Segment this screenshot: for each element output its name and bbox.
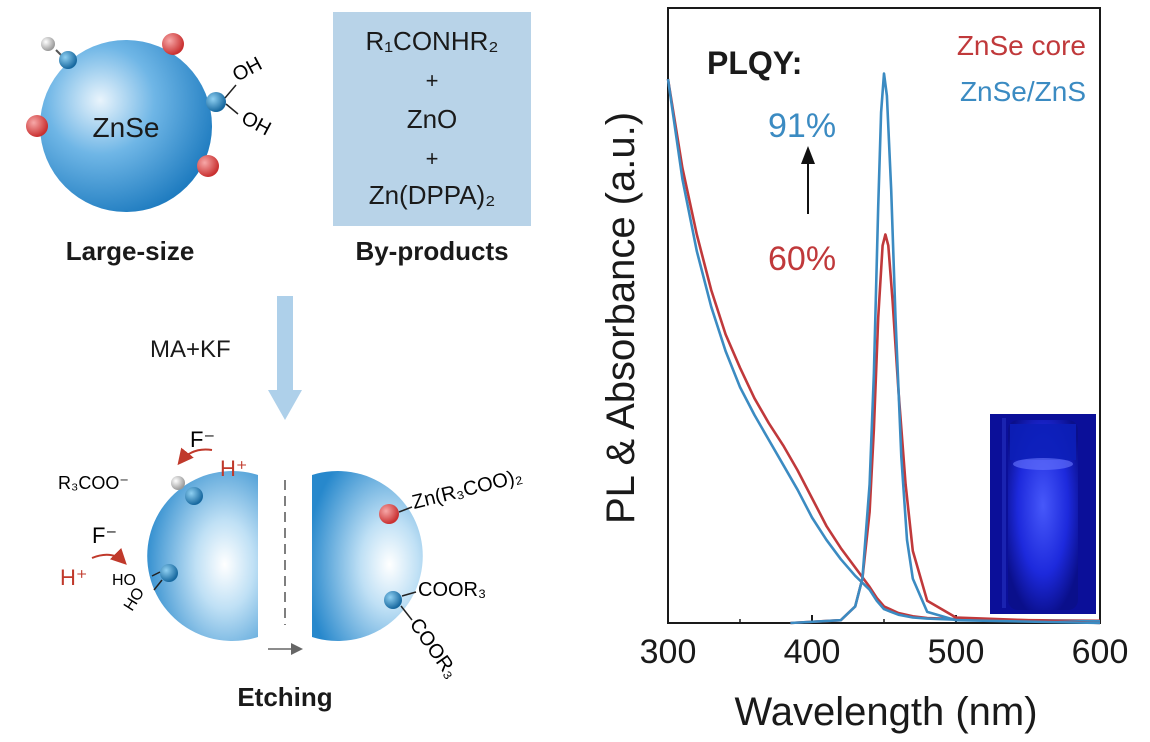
fluoride-label: F⁻ [190, 427, 215, 452]
series-line-shell-absorbance [666, 78, 1101, 623]
plqy-shell-value: 91% [768, 107, 836, 145]
etched-sphere-right [312, 471, 423, 641]
proton-transfer-arrow [177, 447, 213, 466]
ho-label: HO [112, 572, 136, 589]
fluoride-label: F⁻ [92, 523, 117, 548]
znse-label: ZnSe [93, 112, 160, 143]
blue-ligand [59, 51, 77, 69]
coor3-label: COOR₃ [405, 614, 462, 682]
proton-label: H⁺ [220, 456, 248, 481]
red-ligand [26, 115, 48, 137]
blue-ligand [185, 487, 203, 505]
spectra-chart: 300 400 500 600 PLQY: ZnSe core ZnSe/ZnS 91… [590, 0, 1150, 737]
large-size-label: Large-size [65, 236, 195, 266]
byproducts-label: By-products [355, 236, 509, 266]
red-ligand [379, 504, 399, 524]
legend-core: ZnSe core [957, 30, 1086, 61]
byproducts-box: R₁CONHR₂ + ZnO + Zn(DPPA)₂ [333, 12, 531, 226]
plus-sign: + [425, 68, 439, 93]
series-lines [666, 72, 1101, 625]
etched-sphere-left [147, 471, 258, 641]
reagent-label: MA+KF [150, 336, 231, 363]
oh-label: OH [229, 53, 266, 87]
grey-ligand [41, 37, 55, 51]
x-axis-label: Wavelength (nm) [734, 690, 1037, 734]
process-arrow [268, 296, 302, 420]
byproduct-amide: R₁CONHR₂ [365, 26, 499, 56]
plus-sign: + [425, 146, 439, 171]
carboxylate-anion-label: R₃COO⁻ [58, 473, 129, 493]
synthesis-scheme: ZnSe OH OH F⁻ H⁺ [26, 12, 531, 712]
scheme-graphics: ZnSe OH OH F⁻ H⁺ [26, 33, 525, 683]
legend-shell: ZnSe/ZnS [960, 76, 1086, 107]
x-tick-label: 300 [640, 633, 697, 671]
byproduct-zn-dppa: Zn(DPPA)₂ [368, 180, 496, 210]
plqy-title: PLQY: [707, 45, 802, 81]
blue-ligand [160, 564, 178, 582]
ho-label: HO [121, 585, 148, 614]
oh-label: OH [238, 107, 275, 141]
y-axis-label: PL & Absorbance (a.u.) [599, 112, 643, 524]
x-axis: 300 400 500 600 [640, 615, 1129, 671]
x-tick-label: 600 [1072, 633, 1129, 671]
etching-label: Etching [237, 682, 333, 712]
znse-sphere [40, 40, 212, 212]
blue-ligand [384, 591, 402, 609]
proton-label: H⁺ [60, 565, 88, 590]
byproduct-zno: ZnO [406, 104, 458, 134]
blue-ligand [206, 92, 226, 112]
zinc-carboxylate-label: Zn(R₃COO)₂ [410, 465, 525, 514]
red-ligand [162, 33, 184, 55]
series-line-shell-pl [790, 72, 1101, 625]
red-ligand [197, 155, 219, 177]
vial-photo-inset [990, 414, 1096, 614]
proton-transfer-arrow [91, 547, 127, 565]
coor3-label: COOR₃ [418, 579, 486, 601]
spectra-plot: 300 400 500 600 PLQY: ZnSe core ZnSe/ZnS 91… [599, 7, 1129, 734]
x-tick-label: 400 [784, 633, 841, 671]
grey-ligand [171, 476, 185, 490]
plqy-core-value: 60% [768, 240, 836, 278]
x-tick-label: 500 [928, 633, 985, 671]
